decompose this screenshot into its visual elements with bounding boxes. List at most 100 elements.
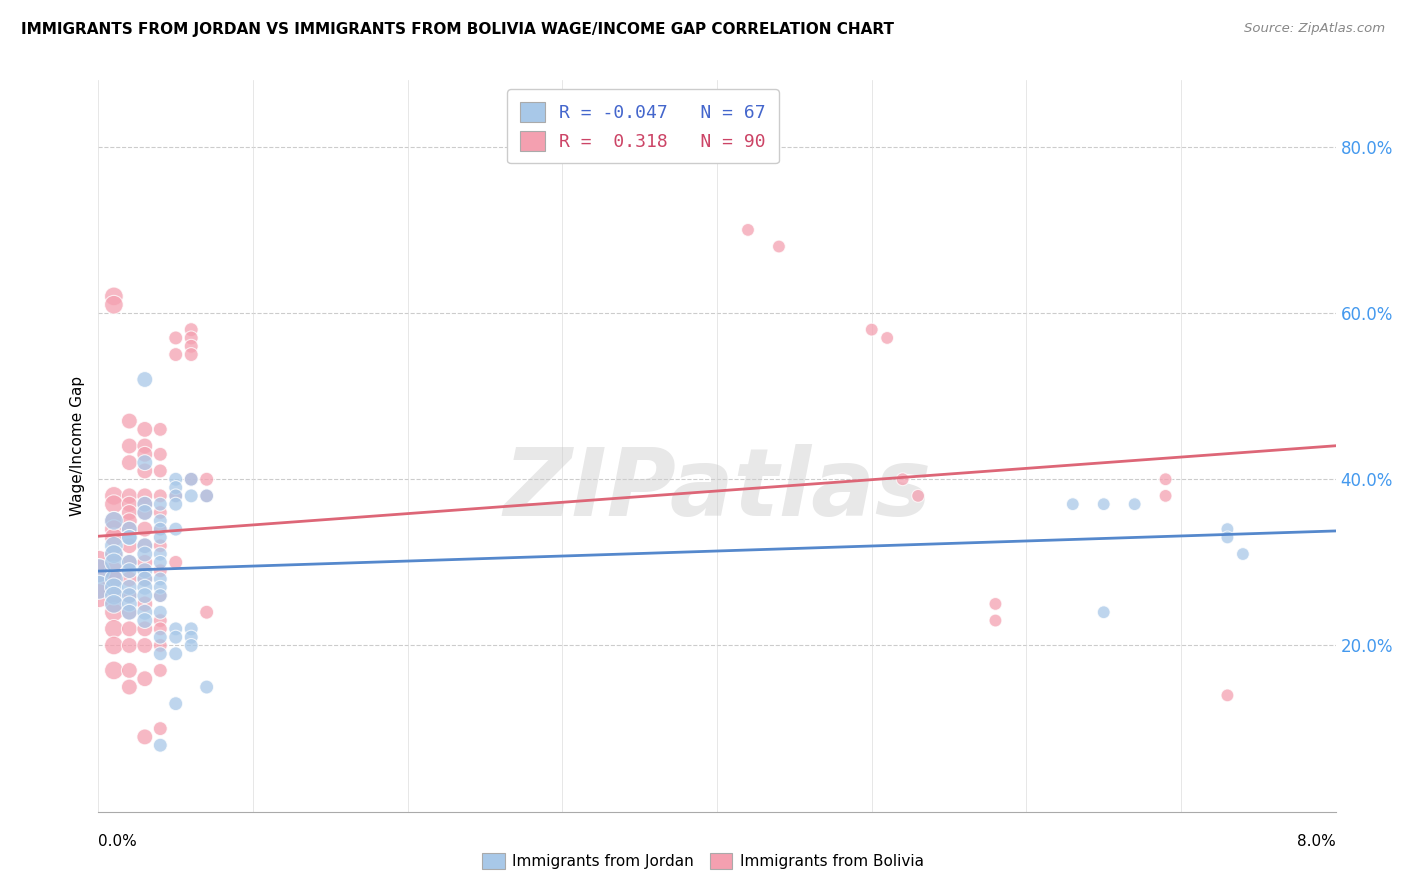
Point <box>103 497 125 511</box>
Point <box>1232 547 1254 561</box>
Point <box>118 439 141 453</box>
Point <box>134 605 156 619</box>
Point <box>134 672 156 686</box>
Point <box>149 547 172 561</box>
Point <box>149 530 172 544</box>
Point <box>1154 489 1177 503</box>
Point <box>103 530 125 544</box>
Point <box>103 289 125 303</box>
Point <box>118 539 141 553</box>
Point <box>180 472 202 486</box>
Point <box>134 555 156 569</box>
Point <box>149 522 172 536</box>
Point <box>149 506 172 520</box>
Point <box>1216 530 1239 544</box>
Point <box>134 589 156 603</box>
Point <box>118 664 141 678</box>
Point <box>118 497 141 511</box>
Point <box>134 522 156 536</box>
Point <box>180 323 202 337</box>
Point <box>1092 605 1115 619</box>
Point <box>134 497 156 511</box>
Point <box>118 572 141 586</box>
Point <box>118 597 141 611</box>
Point <box>118 530 141 544</box>
Point <box>165 647 187 661</box>
Point <box>103 589 125 603</box>
Point <box>149 614 172 628</box>
Point <box>118 514 141 528</box>
Point <box>165 481 187 495</box>
Legend: Immigrants from Jordan, Immigrants from Bolivia: Immigrants from Jordan, Immigrants from … <box>475 847 931 875</box>
Point <box>103 298 125 312</box>
Point <box>149 738 172 752</box>
Point <box>195 489 218 503</box>
Point <box>180 630 202 644</box>
Point <box>118 639 141 653</box>
Point <box>103 580 125 594</box>
Point <box>891 472 914 486</box>
Point <box>165 697 187 711</box>
Point <box>195 489 218 503</box>
Point <box>149 564 172 578</box>
Point <box>103 597 125 611</box>
Point <box>134 422 156 436</box>
Point <box>149 522 172 536</box>
Point <box>87 564 110 578</box>
Point <box>165 522 187 536</box>
Point <box>768 239 790 253</box>
Point <box>118 622 141 636</box>
Point <box>103 539 125 553</box>
Point <box>134 539 156 553</box>
Point <box>118 555 141 569</box>
Point <box>103 514 125 528</box>
Point <box>118 555 141 569</box>
Text: 0.0%: 0.0% <box>98 834 138 849</box>
Point <box>149 464 172 478</box>
Point <box>165 331 187 345</box>
Point <box>134 464 156 478</box>
Point <box>195 605 218 619</box>
Point <box>103 639 125 653</box>
Point <box>134 614 156 628</box>
Point <box>149 589 172 603</box>
Point <box>103 572 125 586</box>
Point <box>103 597 125 611</box>
Point <box>165 630 187 644</box>
Point <box>180 472 202 486</box>
Point <box>984 614 1007 628</box>
Point <box>165 472 187 486</box>
Point <box>149 630 172 644</box>
Point <box>118 580 141 594</box>
Point <box>149 622 172 636</box>
Point <box>103 589 125 603</box>
Point <box>1154 472 1177 486</box>
Point <box>103 555 125 569</box>
Point <box>134 539 156 553</box>
Text: ZIPatlas: ZIPatlas <box>503 444 931 536</box>
Point <box>134 489 156 503</box>
Point <box>118 680 141 694</box>
Point <box>87 580 110 594</box>
Point <box>87 580 110 594</box>
Point <box>1216 522 1239 536</box>
Point <box>118 489 141 503</box>
Point <box>149 447 172 461</box>
Text: IMMIGRANTS FROM JORDAN VS IMMIGRANTS FROM BOLIVIA WAGE/INCOME GAP CORRELATION CH: IMMIGRANTS FROM JORDAN VS IMMIGRANTS FRO… <box>21 22 894 37</box>
Point <box>1062 497 1084 511</box>
Point <box>165 622 187 636</box>
Point <box>134 564 156 578</box>
Point <box>180 622 202 636</box>
Point <box>165 347 187 362</box>
Point <box>180 489 202 503</box>
Point <box>134 506 156 520</box>
Point <box>118 564 141 578</box>
Y-axis label: Wage/Income Gap: Wage/Income Gap <box>70 376 86 516</box>
Point <box>103 547 125 561</box>
Point <box>103 489 125 503</box>
Point <box>134 572 156 586</box>
Point <box>876 331 898 345</box>
Point <box>165 489 187 503</box>
Point <box>118 522 141 536</box>
Point <box>149 639 172 653</box>
